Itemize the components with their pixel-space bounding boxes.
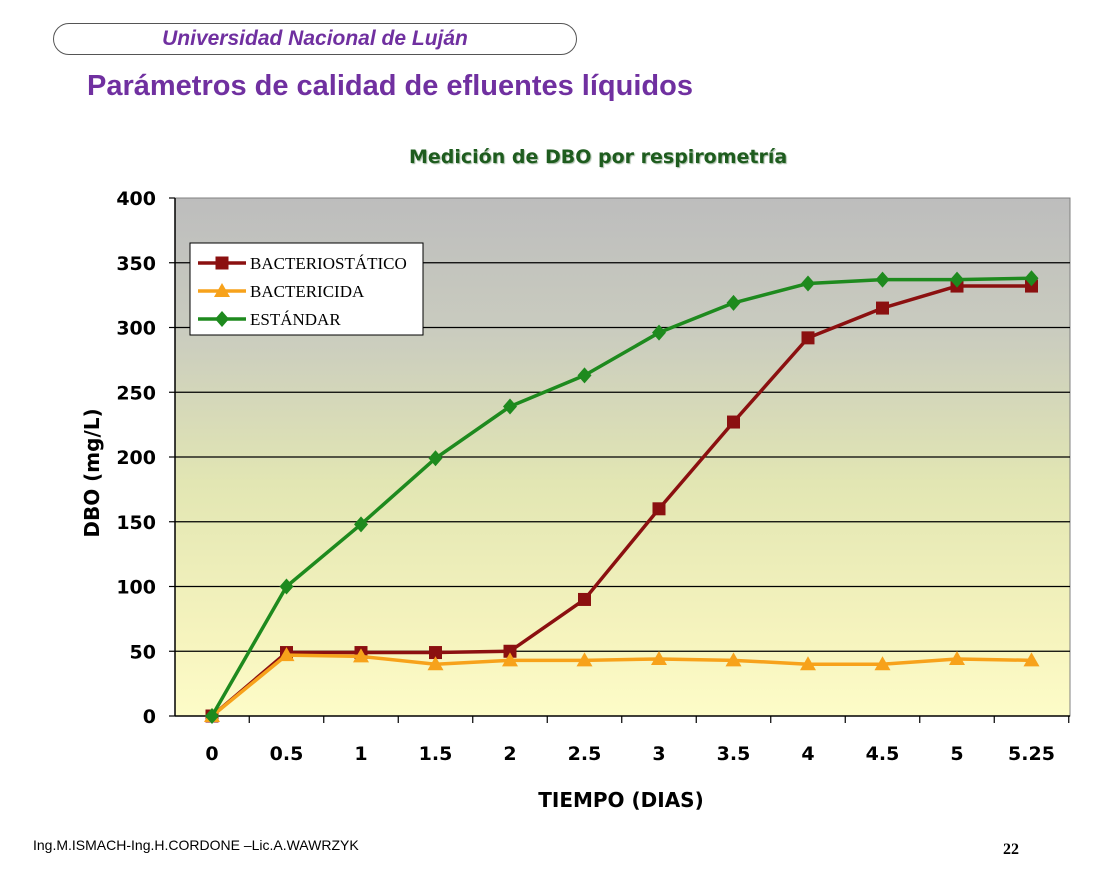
data-point [725,652,742,667]
institution-banner: Universidad Nacional de Luján [53,23,577,55]
data-point [279,578,294,595]
chart-title: Medición de DBO por respirometría [409,146,788,168]
axes [174,198,1070,723]
data-point [502,652,518,667]
y-axis-label: DBO (mg/L) [80,408,104,537]
series-2 [205,270,1039,724]
x-tick-label: 4 [801,743,814,765]
data-point [801,331,815,345]
series-1 [204,647,1040,722]
data-point [578,592,591,606]
legend: BACTERIOSTÁTICO BACTERICIDA ESTÁNDAR [189,242,424,336]
y-tick-label: 50 [130,641,156,663]
footer-authors: Ing.M.ISMACH-Ing.H.CORDONE –Lic.A.WAWRZY… [33,837,359,853]
series-group [204,270,1040,724]
y-tick-label: 200 [116,447,156,469]
data-point [875,271,890,288]
data-point [278,647,295,662]
x-tick-label: 0 [205,743,218,765]
x-tick-labels: 0 0.5 1 1.5 2 2.5 3 3.5 4 4.5 5 5.25 [205,743,1055,765]
y-tick-label: 100 [116,577,156,599]
x-axis-label: TIEMPO (DIAS) [538,788,703,812]
data-point [727,415,740,429]
data-point [800,656,816,671]
series-line [210,276,1032,717]
data-point [876,301,889,315]
institution-name: Universidad Nacional de Luján [162,27,468,50]
series-line [210,653,1032,718]
x-tick-label: 3 [652,743,665,765]
data-point [503,398,517,415]
legend-label: ESTÁNDAR [250,310,341,329]
page-title: Parámetros de calidad de efluentes líqui… [87,70,693,102]
x-tick-label: 0.5 [270,743,304,765]
x-tick-label: 2 [503,743,516,765]
x-tick-label: 5 [950,743,963,765]
data-point [577,367,592,384]
x-tick-label: 1 [354,743,367,765]
y-tick-label: 400 [116,188,156,210]
data-point [1024,270,1039,287]
data-point [576,652,593,667]
legend-label: BACTERICIDA [250,282,365,301]
y-tick-label: 250 [116,382,156,404]
data-point [354,516,368,533]
data-point [726,294,741,311]
series-line [210,284,1032,718]
data-point [1023,652,1040,667]
y-tick-labels: 0 50 100 150 200 250 300 350 400 [116,188,156,728]
legend-marker [215,256,229,270]
x-tick-label: 5.25 [1008,743,1055,765]
x-tick-label: 3.5 [717,743,751,765]
data-point [950,271,964,288]
data-point [652,324,666,341]
page-number: 22 [1003,841,1019,858]
data-point [801,275,815,292]
data-point [874,656,891,671]
data-point [949,651,965,666]
y-tick-label: 0 [143,706,156,728]
x-tick-label: 2.5 [568,743,602,765]
x-tick-label: 1.5 [419,743,453,765]
data-point [428,450,443,467]
legend-marker [214,283,230,297]
legend-marker [215,311,229,327]
x-tick-label: 4.5 [866,743,900,765]
legend-label: BACTERIOSTÁTICO [250,254,407,273]
y-tick-label: 300 [116,318,156,340]
data-point [205,708,219,724]
y-tick-label: 350 [116,253,156,275]
data-point [427,656,444,671]
data-point [651,651,667,666]
data-point [652,502,666,516]
data-point [353,648,369,663]
y-tick-label: 150 [116,512,156,534]
